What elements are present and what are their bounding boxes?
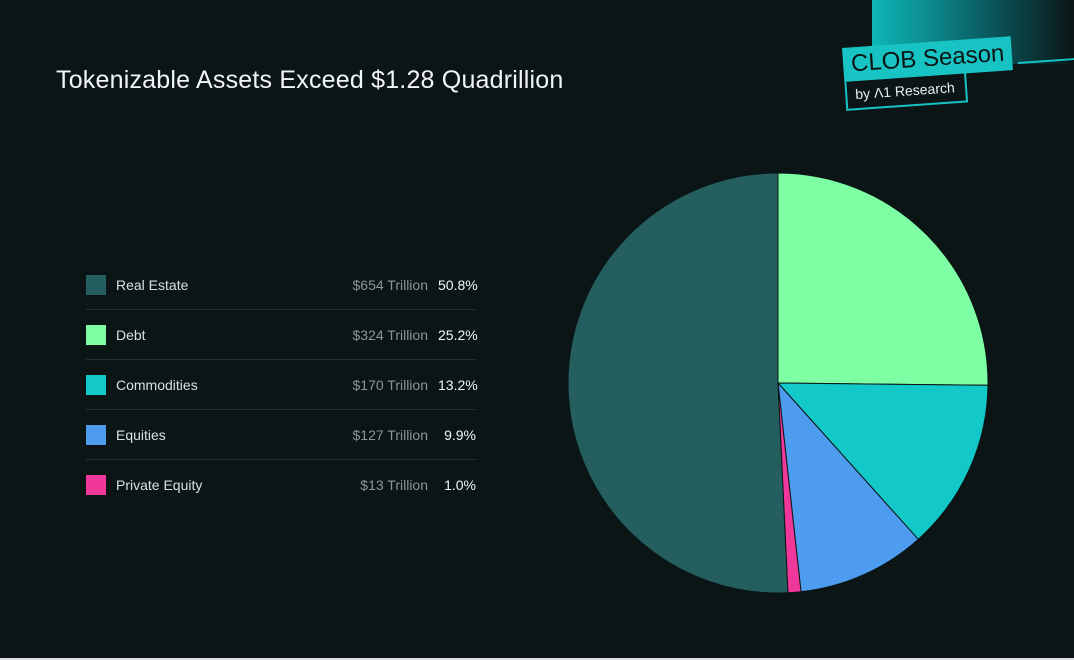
- legend-swatch: [86, 474, 106, 495]
- legend-amount: $170 Trillion: [352, 376, 429, 393]
- pie-slice-real-estate: [567, 172, 789, 594]
- brand-badge: CLOB Season by Λ1 Research: [842, 36, 1015, 111]
- legend-row: Real Estate $654 Trillion 50.8%: [86, 260, 478, 310]
- legend-label: Equities: [116, 426, 166, 443]
- pie-slice-debt: [777, 172, 989, 386]
- legend-swatch: [86, 274, 106, 295]
- legend-swatch: [86, 324, 106, 345]
- legend-label: Debt: [116, 326, 146, 343]
- bottom-divider: [0, 658, 1074, 660]
- legend-label: Private Equity: [116, 476, 203, 493]
- legend-swatch: [86, 374, 106, 395]
- legend-swatch: [86, 424, 106, 445]
- legend-percent: 1.0%: [444, 476, 476, 493]
- chart-title: Tokenizable Assets Exceed $1.28 Quadrill…: [56, 66, 564, 94]
- pie-slice-equities: [777, 381, 919, 593]
- legend-label: Real Estate: [116, 276, 189, 293]
- legend-percent: 50.8%: [438, 276, 478, 293]
- legend-percent: 25.2%: [438, 326, 478, 343]
- legend-amount: $127 Trillion: [352, 426, 429, 443]
- legend-row: Equities $127 Trillion 9.9%: [86, 410, 476, 460]
- pie-chart: [567, 172, 989, 594]
- pie-slice-commodities: [776, 382, 989, 541]
- legend-percent: 13.2%: [438, 376, 478, 393]
- legend-row: Commodities $170 Trillion 13.2%: [86, 360, 478, 410]
- legend: Real Estate $654 Trillion 50.8% Debt $324 Tr…: [86, 260, 478, 509]
- legend-percent: 9.9%: [444, 426, 476, 443]
- legend-amount: $13 Trillion: [360, 476, 428, 493]
- legend-row: Debt $324 Trillion 25.2%: [86, 310, 478, 360]
- legend-amount: $324 Trillion: [352, 326, 429, 343]
- legend-row: Private Equity $13 Trillion 1.0%: [86, 460, 476, 509]
- legend-label: Commodities: [116, 376, 198, 393]
- legend-amount: $654 Trillion: [352, 276, 429, 293]
